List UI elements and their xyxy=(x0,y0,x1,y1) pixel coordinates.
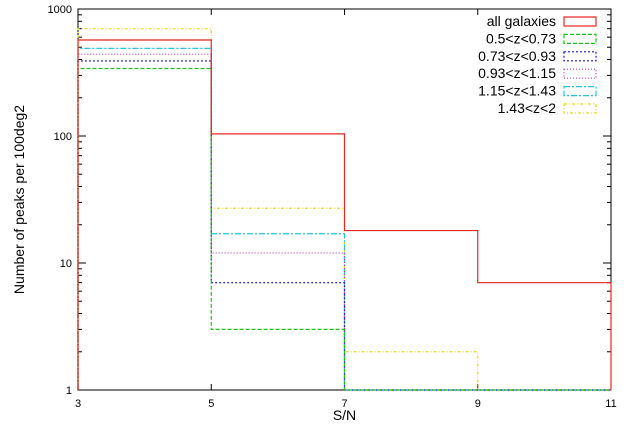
y-tick-label: 1 xyxy=(66,385,72,397)
series-0-histogram-line xyxy=(77,39,612,390)
legend-swatch xyxy=(563,68,597,79)
y-tick-label: 100 xyxy=(54,131,72,143)
legend-label: 1.43<z<2 xyxy=(498,100,557,116)
legend-label: 0.73<z<0.93 xyxy=(478,48,556,64)
x-tick-label: 7 xyxy=(341,398,347,410)
legend-swatch xyxy=(563,85,597,97)
series-5-histogram-line xyxy=(77,28,611,391)
y-tick-label: 10 xyxy=(60,258,72,270)
legend-swatch xyxy=(563,33,597,45)
legend-swatch xyxy=(563,16,597,27)
x-tick-label: 3 xyxy=(75,398,81,410)
legend-label: 0.93<z<1.15 xyxy=(478,65,556,81)
histogram-series xyxy=(77,28,612,391)
series-3-histogram-line xyxy=(77,53,611,391)
series-1-histogram-line xyxy=(77,67,611,391)
y-axis-label: Number of peaks per 100deg2 xyxy=(11,105,27,294)
y-tick-label: 1000 xyxy=(48,4,72,16)
x-axis-label: S/N xyxy=(333,407,356,423)
legend-label: 0.5<z<0.73 xyxy=(486,30,556,46)
x-tick-label: 5 xyxy=(208,398,214,410)
legend-swatch xyxy=(563,103,597,114)
x-tick-label: 11 xyxy=(605,398,616,410)
legend-label: 1.15<z<1.43 xyxy=(478,83,556,99)
x-tick-label: 9 xyxy=(475,398,481,410)
legend-swatch xyxy=(563,51,597,62)
legend-label: all galaxies xyxy=(487,13,556,29)
